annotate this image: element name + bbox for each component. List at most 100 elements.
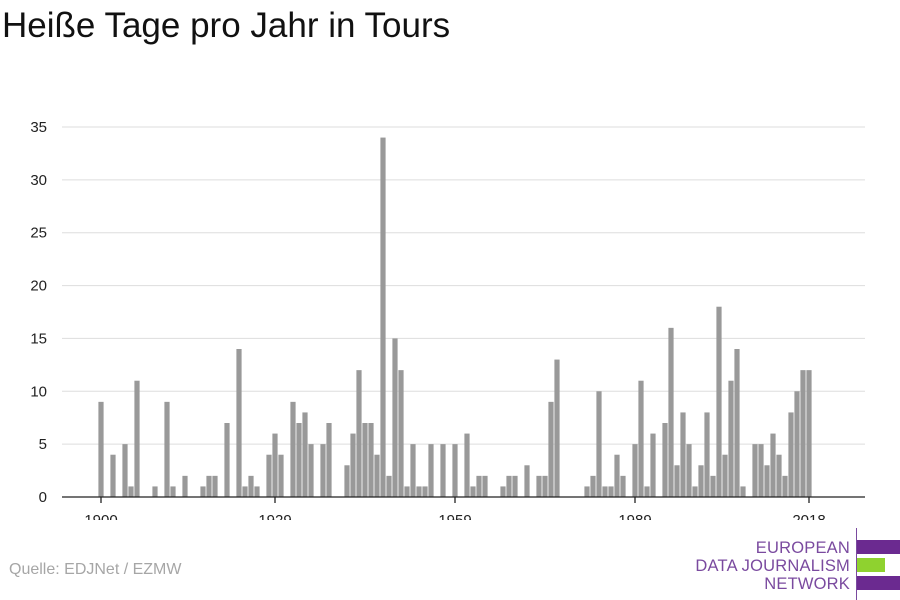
bar-1963: [476, 475, 482, 497]
x-tick-label-2018: 2018: [792, 512, 825, 520]
y-tick-label-15: 15: [30, 330, 47, 347]
bar-1926: [254, 486, 260, 497]
bar-1923: [236, 349, 242, 497]
chart-title: Heiße Tage pro Jahr in Tours: [2, 6, 451, 45]
logo-bar-purple-bottom: [857, 576, 900, 590]
bar-1932: [290, 401, 296, 497]
bar-2001: [704, 412, 710, 497]
bar-1943: [356, 370, 362, 497]
bar-1950: [398, 370, 404, 497]
bar-2005: [728, 380, 734, 497]
bar-1921: [224, 423, 230, 497]
bar-2003: [716, 306, 722, 497]
bar-1912: [170, 486, 176, 497]
bar-1994: [662, 423, 668, 497]
logo-bar-purple-top: [857, 540, 900, 554]
bar-1976: [554, 359, 560, 497]
bar-1911: [164, 401, 170, 497]
bar-1941: [344, 465, 350, 497]
bar-1902: [110, 454, 116, 497]
bar-2012: [770, 433, 776, 497]
bar-1935: [308, 444, 314, 497]
bar-1975: [548, 401, 554, 497]
x-tick-label-1929: 1929: [258, 512, 291, 520]
bar-1949: [392, 338, 398, 497]
bar-2011: [764, 465, 770, 497]
bar-1948: [386, 475, 392, 497]
x-tick-label-1989: 1989: [618, 512, 651, 520]
logo-bar-green: [857, 558, 885, 572]
bar-1917: [200, 486, 206, 497]
source-note: Quelle: EDJNet / EZMW: [9, 561, 182, 578]
bar-1998: [686, 444, 692, 497]
bar-1938: [326, 423, 332, 497]
logo-text-data-journalism: DATA JOURNALISM: [695, 557, 850, 575]
bar-1945: [368, 423, 374, 497]
y-tick-label-10: 10: [30, 383, 47, 400]
y-tick-label-30: 30: [30, 172, 47, 189]
bar-1906: [134, 380, 140, 497]
bar-1900: [98, 401, 104, 497]
bar-1986: [614, 454, 620, 497]
bar-2009: [752, 444, 758, 497]
y-tick-label-35: 35: [30, 119, 47, 136]
bar-1990: [638, 380, 644, 497]
bar-2000: [698, 465, 704, 497]
bar-2015: [788, 412, 794, 497]
bar-2013: [776, 454, 782, 497]
bar-1924: [242, 486, 248, 497]
bar-2006: [734, 349, 740, 497]
y-tick-label-25: 25: [30, 225, 47, 242]
bar-1944: [362, 423, 368, 497]
x-axis: [62, 496, 865, 503]
logo-text-network: NETWORK: [764, 575, 850, 593]
x-tick-label-1959: 1959: [438, 512, 471, 520]
bar-1968: [506, 475, 512, 497]
bar-1982: [590, 475, 596, 497]
bar-1971: [524, 465, 530, 497]
bar-2018: [806, 370, 812, 497]
bar-1905: [128, 486, 134, 497]
bar-1929: [272, 433, 278, 497]
bar-1991: [644, 486, 650, 497]
y-axis-tick-labels: 0 5 10 15 20 25 30 35: [30, 119, 47, 506]
bar-1973: [536, 475, 542, 497]
bar-1983: [596, 391, 602, 497]
bar-2004: [722, 454, 728, 497]
bar-1954: [422, 486, 428, 497]
bar-1914: [182, 475, 188, 497]
bar-1967: [500, 486, 506, 497]
bar-1992: [650, 433, 656, 497]
bar-1985: [608, 486, 614, 497]
y-tick-label-20: 20: [30, 278, 47, 295]
bar-1933: [296, 423, 302, 497]
bar-1928: [266, 454, 272, 497]
bar-2010: [758, 444, 764, 497]
logo-divider: [856, 528, 857, 600]
bar-1919: [212, 475, 218, 497]
bar-2016: [794, 391, 800, 497]
bar-2014: [782, 475, 788, 497]
bar-1930: [278, 454, 284, 497]
bar-1904: [122, 444, 128, 497]
bar-1989: [632, 444, 638, 497]
bar-1947: [380, 137, 386, 497]
bar-1951: [404, 486, 410, 497]
bar-1957: [440, 444, 446, 497]
bar-1962: [470, 486, 476, 497]
bar-2002: [710, 475, 716, 497]
bar-1934: [302, 412, 308, 497]
bar-1952: [410, 444, 416, 497]
bar-1937: [320, 444, 326, 497]
bar-1996: [674, 465, 680, 497]
grid-lines: [62, 126, 865, 445]
bar-1961: [464, 433, 470, 497]
bar-1953: [416, 486, 422, 497]
bar-1918: [206, 475, 212, 497]
bar-1969: [512, 475, 518, 497]
bar-2017: [800, 370, 806, 497]
y-tick-label-5: 5: [39, 436, 47, 453]
bar-1959: [452, 444, 458, 497]
edjnet-logo: EUROPEAN DATA JOURNALISM NETWORK: [695, 528, 900, 600]
bar-chart: 0 5 10 15 20 25 30 35 1900 1929 1959 1989 2018: [30, 119, 865, 520]
